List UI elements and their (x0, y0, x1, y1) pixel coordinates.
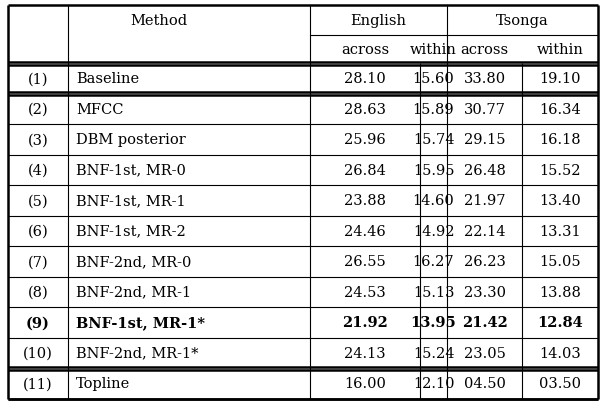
Text: MFCC: MFCC (76, 102, 124, 117)
Text: English: English (350, 14, 407, 28)
Text: (5): (5) (28, 194, 48, 208)
Text: 21.42: 21.42 (462, 315, 507, 329)
Text: 26.48: 26.48 (464, 163, 505, 177)
Text: 28.63: 28.63 (344, 102, 386, 117)
Text: 23.88: 23.88 (344, 194, 386, 208)
Text: 14.60: 14.60 (413, 194, 454, 208)
Text: 03.50: 03.50 (539, 376, 581, 390)
Text: 04.50: 04.50 (464, 376, 505, 390)
Text: 28.10: 28.10 (344, 72, 386, 86)
Text: 23.05: 23.05 (464, 346, 505, 360)
Text: 19.10: 19.10 (539, 72, 581, 86)
Text: 13.95: 13.95 (411, 315, 456, 329)
Text: (3): (3) (28, 133, 48, 147)
Text: BNF-2nd, MR-0: BNF-2nd, MR-0 (76, 255, 191, 269)
Text: Baseline: Baseline (76, 72, 139, 86)
Text: 24.46: 24.46 (344, 224, 386, 238)
Text: BNF-2nd, MR-1: BNF-2nd, MR-1 (76, 285, 191, 299)
Text: (1): (1) (28, 72, 48, 86)
Text: 23.30: 23.30 (464, 285, 505, 299)
Text: DBM posterior: DBM posterior (76, 133, 186, 147)
Text: 24.53: 24.53 (344, 285, 386, 299)
Text: 15.60: 15.60 (413, 72, 454, 86)
Text: (4): (4) (28, 163, 48, 177)
Text: across: across (341, 43, 389, 57)
Text: Tsonga: Tsonga (496, 14, 549, 28)
Text: (9): (9) (26, 315, 50, 329)
Text: 15.05: 15.05 (539, 255, 581, 269)
Text: BNF-1st, MR-0: BNF-1st, MR-0 (76, 163, 186, 177)
Text: within: within (536, 43, 584, 57)
Text: 21.97: 21.97 (464, 194, 505, 208)
Text: Topline: Topline (76, 376, 130, 390)
Text: (2): (2) (28, 102, 48, 117)
Text: BNF-2nd, MR-1*: BNF-2nd, MR-1* (76, 346, 199, 360)
Text: 12.84: 12.84 (537, 315, 583, 329)
Text: 15.24: 15.24 (413, 346, 454, 360)
Text: 15.52: 15.52 (539, 163, 581, 177)
Text: 12.10: 12.10 (413, 376, 454, 390)
Text: 33.80: 33.80 (464, 72, 505, 86)
Text: 22.14: 22.14 (464, 224, 505, 238)
Text: 15.89: 15.89 (413, 102, 454, 117)
Text: (11): (11) (23, 376, 53, 390)
Text: across: across (461, 43, 508, 57)
Text: 13.31: 13.31 (539, 224, 581, 238)
Text: 26.55: 26.55 (344, 255, 386, 269)
Text: BNF-1st, MR-1*: BNF-1st, MR-1* (76, 315, 205, 329)
Text: 21.92: 21.92 (342, 315, 388, 329)
Text: 16.00: 16.00 (344, 376, 386, 390)
Text: (7): (7) (28, 255, 48, 269)
Text: 24.13: 24.13 (344, 346, 386, 360)
Text: 16.27: 16.27 (413, 255, 454, 269)
Text: 15.13: 15.13 (413, 285, 454, 299)
Text: 16.18: 16.18 (539, 133, 581, 147)
Text: (10): (10) (23, 346, 53, 360)
Text: 13.40: 13.40 (539, 194, 581, 208)
Text: 14.03: 14.03 (539, 346, 581, 360)
Text: 25.96: 25.96 (344, 133, 386, 147)
Text: 15.74: 15.74 (413, 133, 454, 147)
Text: within: within (410, 43, 457, 57)
Text: (6): (6) (28, 224, 48, 238)
Text: 30.77: 30.77 (464, 102, 505, 117)
Text: BNF-1st, MR-2: BNF-1st, MR-2 (76, 224, 186, 238)
Text: 15.95: 15.95 (413, 163, 454, 177)
Text: 13.88: 13.88 (539, 285, 581, 299)
Text: Method: Method (130, 14, 188, 28)
Text: 26.84: 26.84 (344, 163, 386, 177)
Text: 14.92: 14.92 (413, 224, 454, 238)
Text: BNF-1st, MR-1: BNF-1st, MR-1 (76, 194, 185, 208)
Text: 16.34: 16.34 (539, 102, 581, 117)
Text: 29.15: 29.15 (464, 133, 505, 147)
Text: 26.23: 26.23 (464, 255, 505, 269)
Text: (8): (8) (28, 285, 48, 299)
